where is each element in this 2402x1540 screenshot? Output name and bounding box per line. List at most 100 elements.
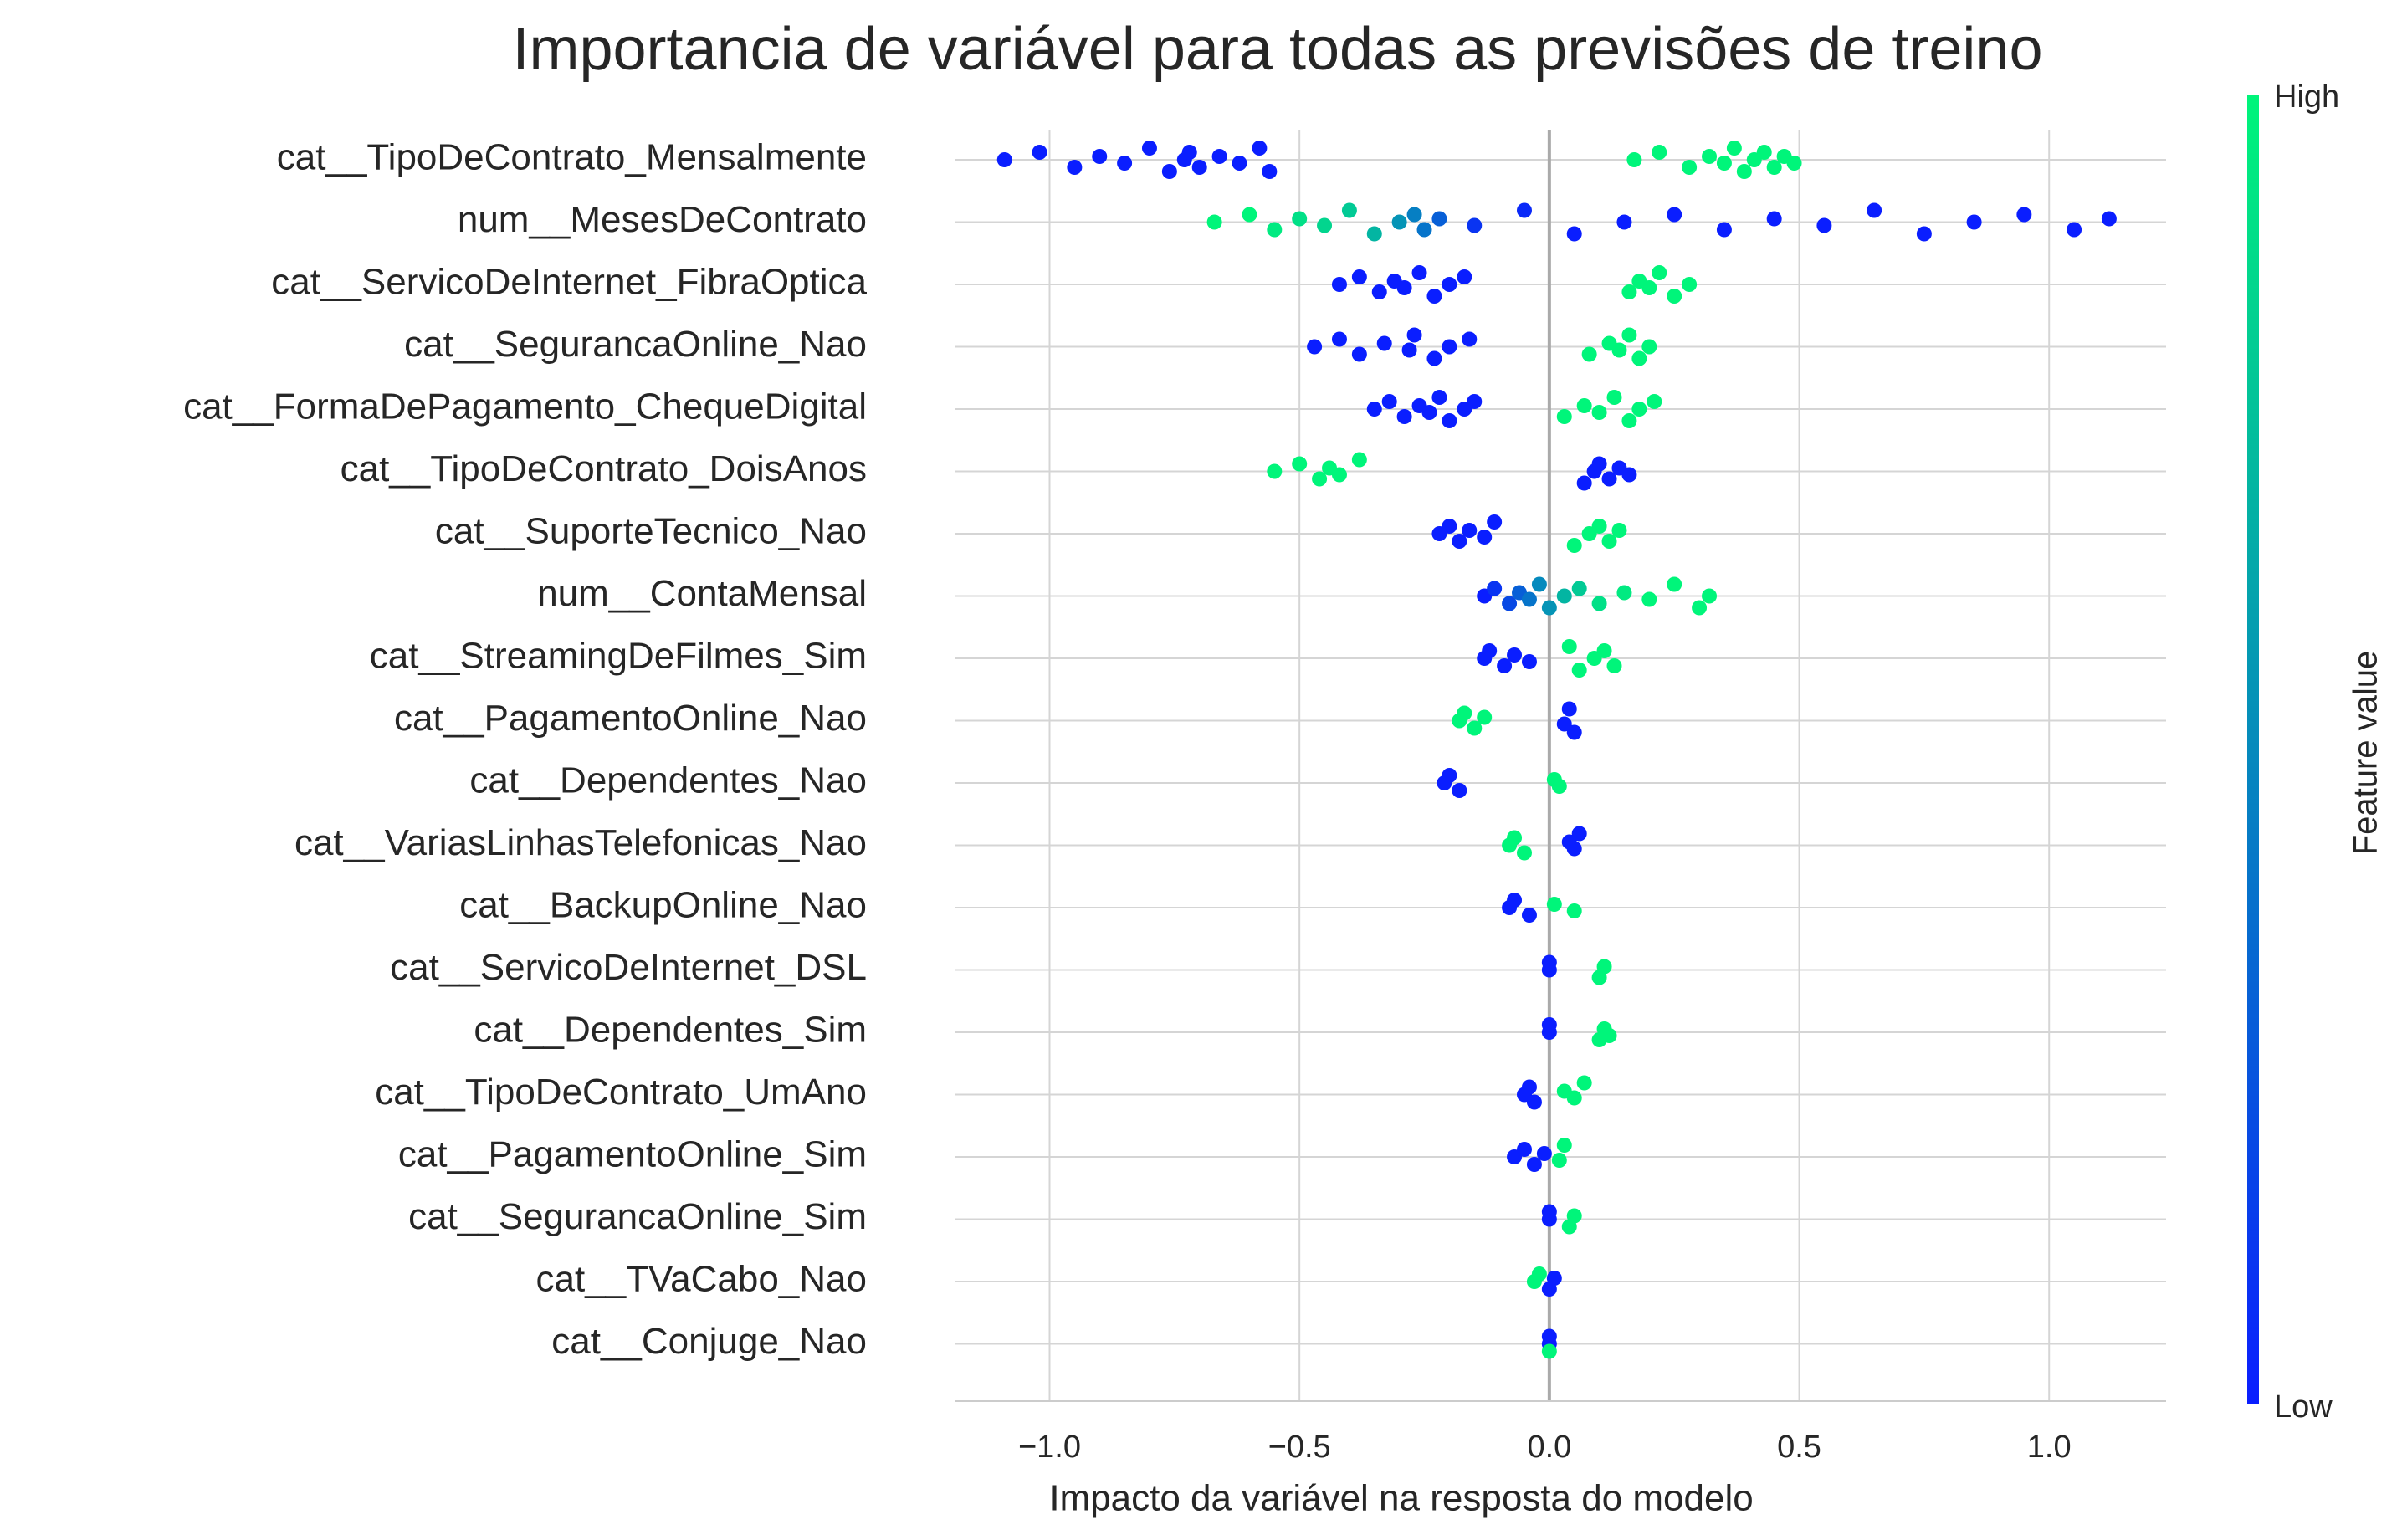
dot: [1596, 643, 1612, 658]
dot: [1556, 588, 1572, 604]
dot: [1576, 1075, 1592, 1091]
dot: [1482, 643, 1498, 658]
dot: [1692, 600, 1708, 616]
dot: [1571, 663, 1587, 678]
feature-label: cat__ServicoDeInternet_FibraOptica: [271, 262, 867, 303]
dot: [1421, 405, 1437, 420]
dot: [1571, 581, 1587, 596]
dot: [1406, 207, 1422, 223]
dot: [1426, 289, 1442, 304]
dot: [1507, 647, 1523, 663]
dot: [1487, 581, 1503, 596]
x-tick-label: −0.5: [1268, 1430, 1331, 1465]
feature-label: num__MesesDeContrato: [458, 199, 867, 240]
dot: [1477, 709, 1493, 725]
feature-label: cat__SegurancaOnline_Sim: [408, 1196, 867, 1237]
chart-title: Importancia de variável para todas as pr…: [512, 16, 2042, 83]
dot: [1457, 705, 1472, 721]
dot: [1331, 277, 1347, 292]
feature-label: cat__StreamingDeFilmes_Sim: [370, 636, 867, 677]
dot: [1716, 156, 1732, 171]
dot: [1641, 339, 1657, 355]
dot: [1867, 202, 1882, 218]
dot: [1581, 346, 1597, 362]
dot: [1682, 277, 1698, 292]
dot: [1566, 724, 1582, 740]
dot: [1191, 160, 1207, 175]
dot: [1916, 226, 1932, 242]
dot: [1396, 280, 1412, 295]
dot: [1467, 217, 1483, 233]
dot: [1211, 149, 1227, 164]
feature-label: cat__Dependentes_Sim: [474, 1010, 867, 1051]
dot: [1702, 588, 1718, 604]
dot: [1541, 1328, 1557, 1344]
dot: [1682, 160, 1698, 175]
dot: [1536, 1146, 1552, 1161]
dot: [1457, 269, 1472, 284]
dot: [1161, 164, 1177, 179]
dot: [1351, 452, 1367, 468]
dot: [1292, 211, 1308, 227]
dot: [1206, 214, 1222, 230]
dot: [1667, 207, 1682, 223]
dot: [1566, 538, 1582, 553]
dot: [1966, 214, 1982, 230]
dot: [1521, 591, 1537, 607]
dot: [1507, 893, 1523, 908]
dot: [1541, 954, 1557, 970]
dot: [1516, 845, 1532, 861]
dot: [1566, 1208, 1582, 1224]
dot: [1716, 222, 1732, 238]
dot: [1442, 277, 1457, 292]
dot: [1032, 145, 1047, 160]
dot: [1621, 413, 1637, 428]
dot: [1067, 160, 1083, 175]
feature-label: cat__BackupOnline_Nao: [459, 885, 867, 926]
x-tick-label: 0.5: [1777, 1430, 1821, 1465]
dot: [1546, 897, 1562, 912]
dot: [1442, 413, 1457, 428]
dot: [1467, 394, 1483, 409]
feature-label: cat__PagamentoOnline_Nao: [394, 698, 867, 739]
dot: [1571, 826, 1587, 842]
dot: [1601, 1028, 1617, 1043]
colorbar-low: Low: [2274, 1389, 2333, 1425]
dot: [1576, 475, 1592, 491]
dot: [2101, 211, 2117, 227]
dot: [1546, 1271, 1562, 1286]
dot: [996, 152, 1012, 167]
dot: [1551, 1153, 1567, 1168]
dot: [1566, 226, 1582, 242]
dot: [1526, 1094, 1542, 1110]
dot: [1232, 156, 1247, 171]
dot: [1366, 402, 1382, 417]
feature-label: cat__TipoDeContrato_UmAno: [375, 1072, 867, 1113]
dot: [1477, 530, 1493, 545]
dot: [1566, 841, 1582, 857]
dot: [1416, 222, 1432, 238]
dot: [1426, 350, 1442, 366]
dot: [1396, 409, 1412, 424]
dot: [1736, 164, 1752, 179]
feature-label: num__ContaMensal: [537, 573, 867, 614]
dot: [1606, 390, 1622, 405]
x-tick-label: −1.0: [1018, 1430, 1081, 1465]
dot: [1616, 585, 1632, 601]
dot: [1141, 141, 1157, 156]
dot: [1331, 331, 1347, 347]
dot: [1606, 658, 1622, 673]
dot: [1262, 164, 1278, 179]
dot: [1766, 160, 1782, 175]
dot: [1541, 1343, 1557, 1359]
dot: [1566, 1090, 1582, 1106]
dot: [1631, 350, 1647, 366]
dot: [1442, 519, 1457, 534]
dot: [1521, 654, 1537, 669]
colorbar-label: Feature value: [2348, 651, 2384, 856]
dot: [1601, 471, 1617, 487]
dot: [1452, 783, 1467, 798]
dot: [1442, 339, 1457, 355]
dot: [1616, 214, 1632, 230]
